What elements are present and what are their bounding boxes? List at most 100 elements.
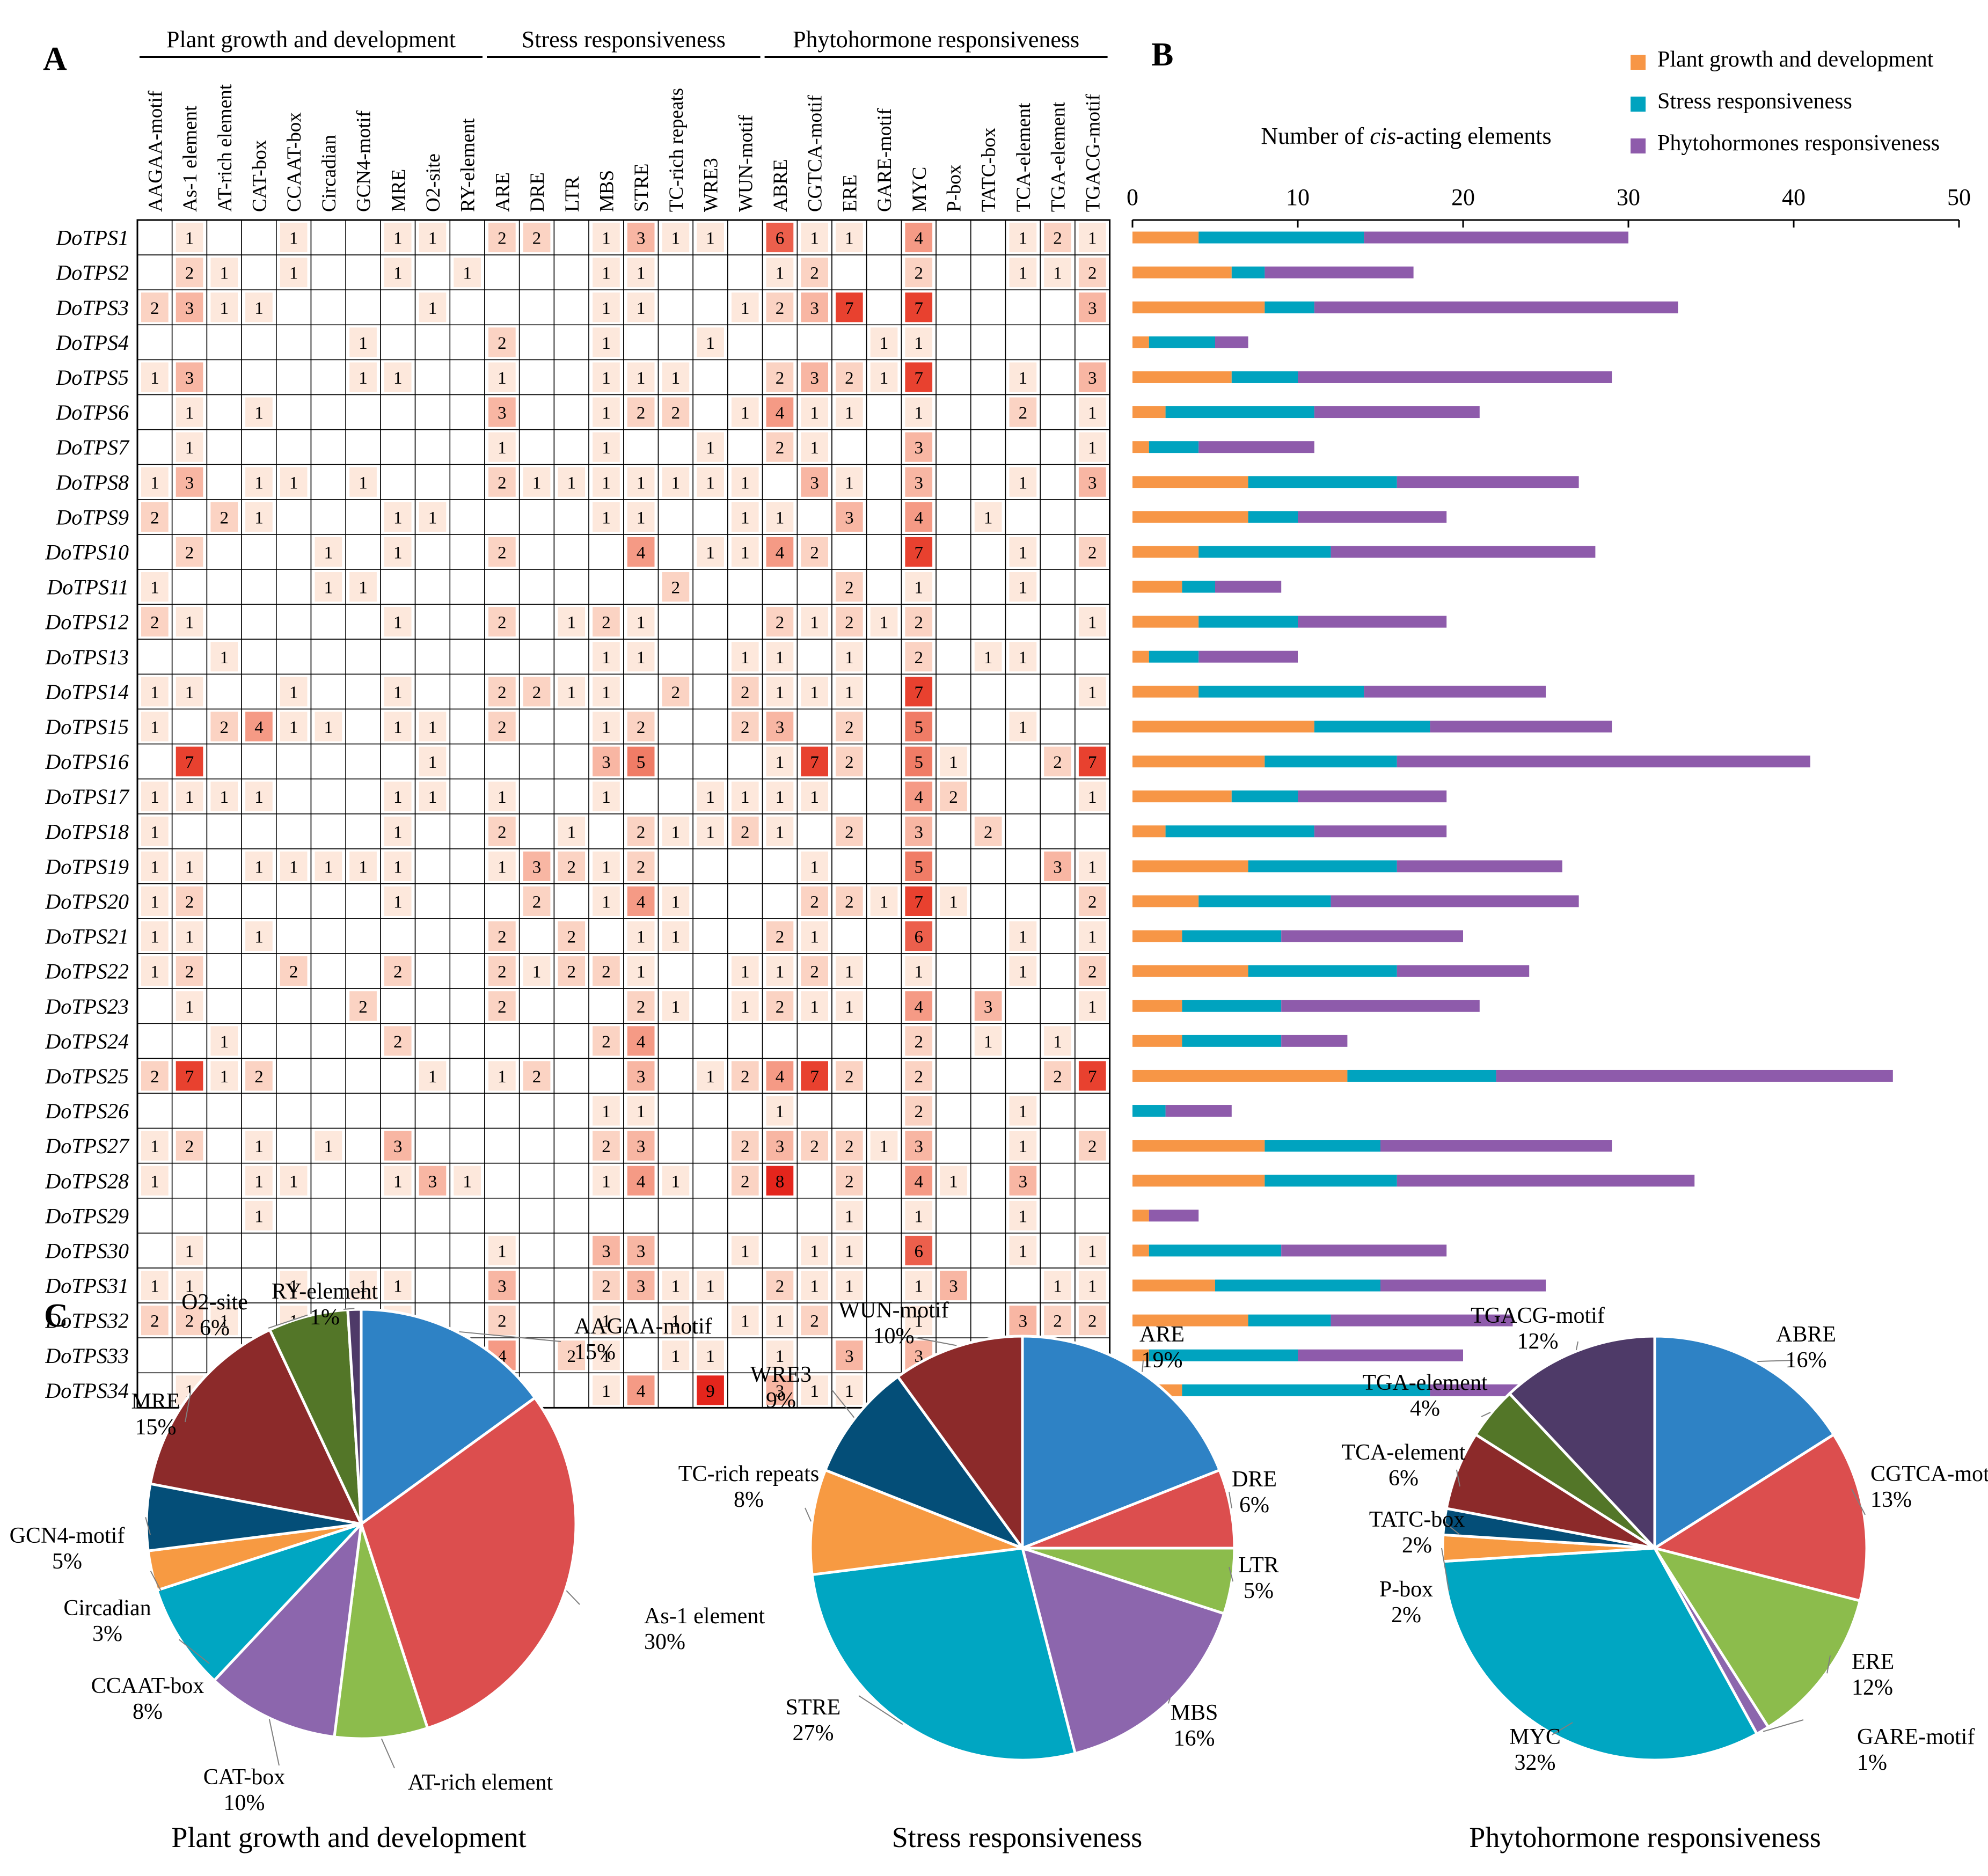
heatmap-cell [553, 1198, 589, 1234]
pie-label: TGACG-motif 12% [1471, 1303, 1605, 1354]
heatmap-cell [345, 813, 381, 849]
heatmap-cell [1040, 1162, 1076, 1199]
heatmap-cell [518, 289, 555, 326]
pie-label: CCAAT-box 8% [91, 1674, 204, 1724]
heatmap-value: 2 [810, 892, 819, 912]
heatmap-cell-fill [280, 956, 308, 986]
heatmap-cell [345, 289, 381, 326]
heatmap-value: 6 [776, 229, 785, 248]
heatmap-value: 2 [845, 823, 854, 842]
row-label: DoTPS24 [45, 1029, 129, 1053]
heatmap-cell [275, 534, 312, 570]
heatmap-value: 4 [637, 1172, 646, 1191]
heatmap-cell [206, 394, 242, 430]
heatmap-value: 2 [637, 718, 646, 737]
heatmap-cell [796, 1198, 832, 1234]
heatmap-cell [449, 918, 485, 954]
heatmap-cell [1075, 1162, 1110, 1199]
heatmap-cell [310, 499, 346, 535]
column-label: LTR [561, 176, 583, 212]
heatmap-cell [692, 708, 728, 745]
heatmap-cell [518, 1198, 555, 1234]
heatmap-cell [935, 464, 971, 500]
heatmap-value: 1 [1019, 1242, 1028, 1261]
heatmap-cell-fill [627, 223, 655, 253]
heatmap-cell [449, 219, 485, 255]
heatmap-cell-fill [731, 502, 759, 532]
heatmap-value: 1 [915, 578, 924, 598]
heatmap-cell [241, 359, 277, 395]
heatmap-value: 7 [915, 299, 924, 318]
heatmap-cell [970, 464, 1006, 500]
heatmap-cell-fill [1078, 362, 1106, 392]
heatmap-cell-fill [1009, 467, 1037, 497]
heatmap-cell-fill [593, 1131, 620, 1161]
heatmap-cell [553, 534, 589, 570]
heatmap-cell [553, 1127, 589, 1164]
heatmap-cell [345, 1127, 381, 1164]
heatmap-cell-fill [558, 677, 586, 707]
bar-segment [1132, 1175, 1265, 1187]
column-label: O2-site [422, 153, 444, 212]
heatmap-cell [970, 778, 1006, 815]
heatmap-cell-fill [766, 1375, 794, 1405]
heatmap-cell-fill [384, 362, 412, 392]
heatmap-cell-fill [523, 851, 551, 881]
heatmap-cell [831, 324, 867, 361]
heatmap-cell-fill [731, 781, 759, 811]
heatmap-value: 1 [637, 508, 646, 527]
heatmap-value: 1 [671, 928, 681, 947]
heatmap-value: 1 [185, 788, 194, 807]
heatmap-value: 1 [220, 299, 229, 318]
heatmap-cell [692, 394, 728, 430]
bar-segment [1132, 1000, 1182, 1012]
heatmap-value: 2 [776, 998, 785, 1017]
heatmap-cell-fill [836, 816, 863, 846]
heatmap-cell-fill [558, 816, 586, 846]
heatmap-cell [206, 813, 242, 849]
heatmap-value: 3 [845, 508, 854, 527]
heatmap-cell [310, 1233, 346, 1269]
heatmap-cell-fill [593, 327, 620, 357]
heatmap-cell [935, 708, 971, 745]
heatmap-cell [206, 429, 242, 465]
heatmap-cell [484, 1127, 520, 1164]
heatmap-cell-fill [384, 816, 412, 846]
heatmap-value: 1 [776, 648, 785, 668]
heatmap-cell-fill [141, 886, 169, 916]
heatmap-cell-fill [766, 397, 794, 427]
heatmap-cell-fill [1009, 397, 1037, 427]
heatmap-value: 1 [845, 1207, 854, 1226]
heatmap-cell-fill [488, 607, 516, 637]
heatmap-cell-fill [662, 921, 690, 951]
pie-slice [346, 1308, 363, 1525]
heatmap-cell [137, 394, 173, 430]
heatmap-cell [970, 289, 1006, 326]
bar-segment [1281, 930, 1463, 942]
heatmap-value: 2 [637, 998, 646, 1017]
heatmap-value: 9 [706, 1382, 715, 1401]
heatmap-cell [657, 743, 693, 780]
heatmap-value: 2 [1088, 892, 1097, 912]
heatmap-value: 1 [602, 438, 611, 458]
heatmap-value: 1 [810, 928, 819, 947]
heatmap-cell [762, 569, 798, 605]
heatmap-cell [935, 639, 971, 675]
heatmap-value: 1 [810, 229, 819, 248]
heatmap-cell [137, 988, 173, 1024]
heatmap-value: 7 [810, 1067, 819, 1087]
heatmap-cell-fill [697, 327, 724, 357]
heatmap-cell [414, 1023, 451, 1059]
heatmap-cell-fill [801, 991, 828, 1021]
heatmap-cell [345, 219, 381, 255]
heatmap-value: 1 [254, 788, 264, 807]
heatmap-cell-fill [1009, 956, 1037, 986]
heatmap-cell-fill [384, 1166, 412, 1196]
pie-slice [823, 1374, 1027, 1551]
heatmap-cell [935, 1093, 971, 1129]
heatmap-cell [275, 918, 312, 954]
heatmap-cell-fill [766, 1340, 794, 1371]
heatmap-cell [1075, 813, 1110, 849]
